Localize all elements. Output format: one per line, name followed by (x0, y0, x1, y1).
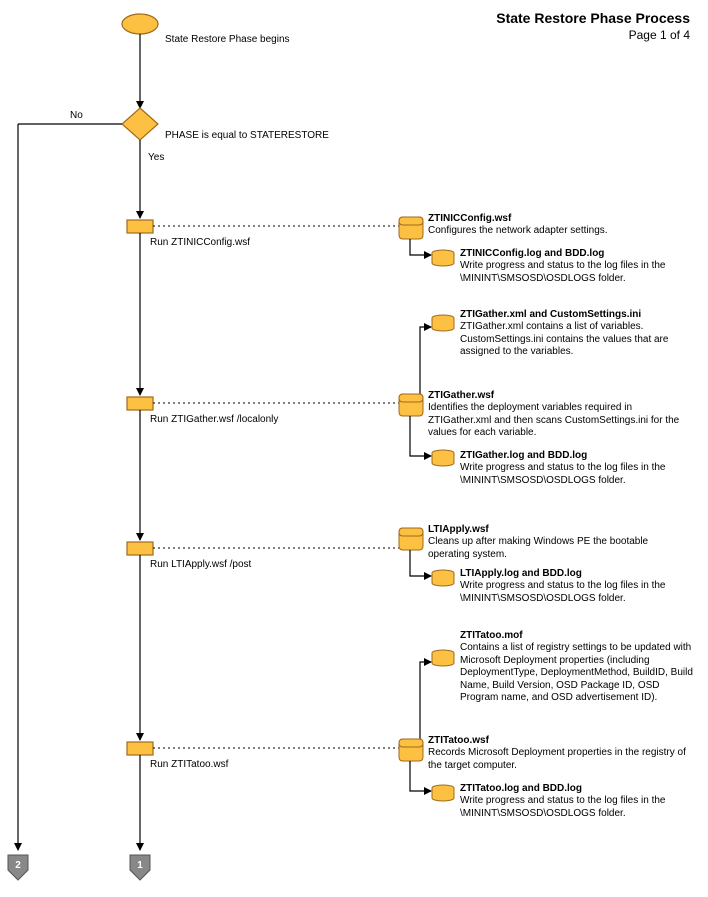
yes-label: Yes (148, 152, 164, 163)
scroll-icon (399, 528, 423, 550)
g1-script-title: ZTINICConfig.wsf (428, 213, 511, 224)
database-icon (432, 250, 454, 266)
g2-log-text: Write progress and status to the log fil… (460, 462, 690, 487)
svg-text:2: 2 (15, 860, 21, 871)
database-icon (432, 570, 454, 586)
g2-log-title: ZTIGather.log and BDD.log (460, 450, 587, 461)
process-3-label: Run LTIApply.wsf /post (150, 559, 251, 570)
g4-db-text: Contains a list of registry settings to … (460, 642, 700, 705)
g3-script-text: Cleans up after making Windows PE the bo… (428, 536, 688, 561)
g1-script-text: Configures the network adapter settings. (428, 225, 688, 238)
process-1 (127, 220, 153, 233)
g3-script-title: LTIApply.wsf (428, 524, 489, 535)
database-icon (432, 315, 454, 331)
process-4-label: Run ZTITatoo.wsf (150, 759, 228, 770)
no-label: No (70, 110, 83, 121)
scroll-icon (399, 739, 423, 761)
g4-log-text: Write progress and status to the log fil… (460, 795, 695, 820)
g2-script-text: Identifies the deployment variables requ… (428, 402, 690, 440)
scroll-icon (399, 394, 423, 416)
process-2-label: Run ZTIGather.wsf /localonly (150, 414, 278, 425)
decision-node (122, 108, 158, 140)
offpage-connector-1: 1 (130, 855, 150, 880)
g4-db-title: ZTITatoo.mof (460, 630, 523, 641)
process-2 (127, 397, 153, 410)
scroll-icon (399, 217, 423, 239)
g1-log-title: ZTINICConfig.log and BDD.log (460, 248, 604, 259)
svg-text:1: 1 (137, 860, 143, 871)
decision-label: PHASE is equal to STATERESTORE (165, 130, 329, 141)
g2-db-text: ZTIGather.xml contains a list of variabl… (460, 321, 695, 359)
database-icon (432, 450, 454, 466)
g3-log-text: Write progress and status to the log fil… (460, 580, 695, 605)
g3-log-title: LTIApply.log and BDD.log (460, 568, 582, 579)
process-1-label: Run ZTINICConfig.wsf (150, 237, 250, 248)
database-icon (432, 650, 454, 666)
g2-db-title: ZTIGather.xml and CustomSettings.ini (460, 309, 641, 320)
g4-script-title: ZTITatoo.wsf (428, 735, 489, 746)
g4-log-title: ZTITatoo.log and BDD.log (460, 783, 582, 794)
start-label: State Restore Phase begins (165, 34, 290, 45)
process-4 (127, 742, 153, 755)
process-3 (127, 542, 153, 555)
database-icon (432, 785, 454, 801)
g4-script-text: Records Microsoft Deployment properties … (428, 747, 688, 772)
g1-log-text: Write progress and status to the log fil… (460, 260, 690, 285)
g2-script-title: ZTIGather.wsf (428, 390, 494, 401)
offpage-connector-2: 2 (8, 855, 28, 880)
start-node (122, 14, 158, 34)
